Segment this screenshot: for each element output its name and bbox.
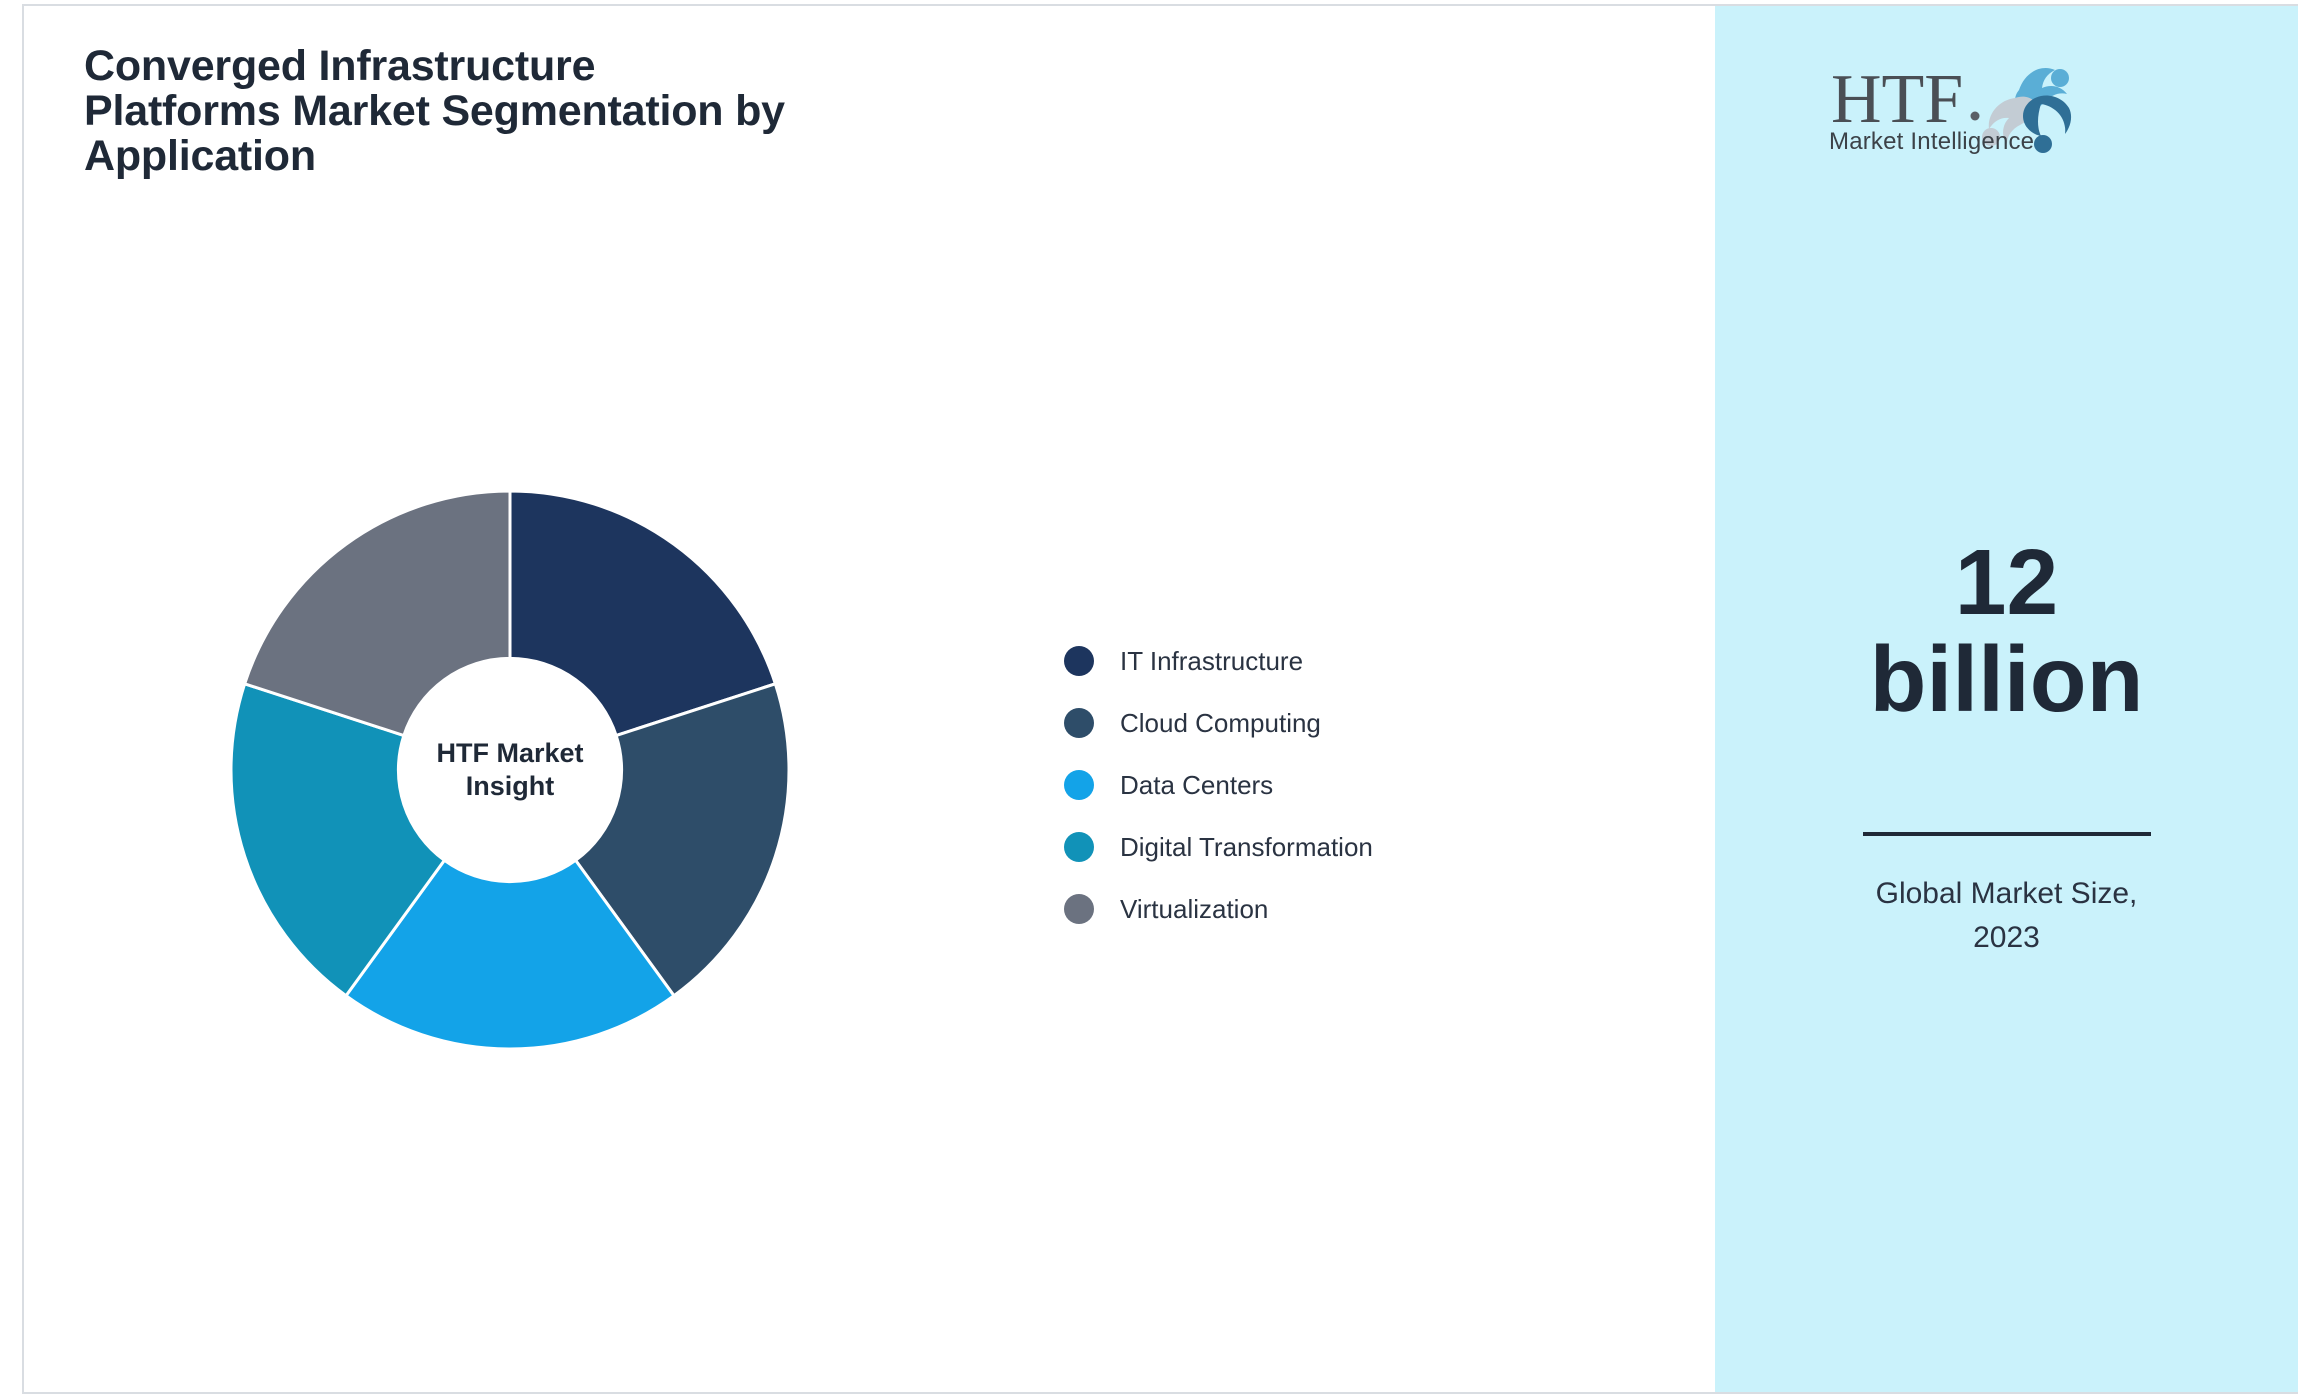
legend-swatch-icon <box>1064 646 1094 676</box>
donut-slice[interactable] <box>508 489 778 738</box>
chart-legend: IT Infrastructure Cloud Computing Data Cen… <box>1064 630 1534 940</box>
donut-slice[interactable] <box>242 489 512 738</box>
legend-item[interactable]: Cloud Computing <box>1064 692 1534 754</box>
market-size-divider <box>1863 832 2151 836</box>
legend-item-label: Digital Transformation <box>1120 831 1373 862</box>
donut-slice[interactable] <box>573 681 791 998</box>
donut-slice-group <box>229 489 791 1051</box>
legend-item-label: Data Centers <box>1120 769 1274 800</box>
legend-item[interactable]: Virtualization <box>1064 878 1534 940</box>
market-size-value: 12 billion <box>1869 530 2144 731</box>
side-panel: HTF Market Intelligence 12 billio <box>1715 6 2298 1392</box>
legend-item[interactable]: IT Infrastructure <box>1064 630 1534 692</box>
legend-item-label: IT Infrastructure <box>1120 645 1304 676</box>
market-size-caption: Global Market Size, 2023 <box>1875 877 2138 954</box>
legend-swatch-icon <box>1064 894 1094 924</box>
donut-slice[interactable] <box>229 681 447 998</box>
htf-logo-svg: HTF <box>1831 61 2072 153</box>
logo-dot-icon <box>1970 111 1980 121</box>
page-title: Converged Infrastructure Platforms Marke… <box>84 42 785 181</box>
main-panel: Converged Infrastructure Platforms Marke… <box>24 6 1714 1392</box>
legend-swatch-icon <box>1064 832 1094 862</box>
legend-item-label: Cloud Computing <box>1120 707 1321 738</box>
htf-wordmark-text: HTF <box>1831 61 1963 138</box>
donut-chart: HTF Market Insight <box>222 482 798 1058</box>
legend-swatch-icon <box>1064 770 1094 800</box>
donut-chart-svg <box>229 489 791 1051</box>
donut-slice[interactable] <box>343 858 677 1051</box>
legend-item[interactable]: Data Centers <box>1064 754 1534 816</box>
legend-item[interactable]: Digital Transformation <box>1064 816 1534 878</box>
legend-item-label: Virtualization <box>1120 893 1269 924</box>
three-figures-triskelion-icon <box>1982 68 2072 153</box>
htf-logo: HTF Market Intelligence <box>1823 54 2193 159</box>
htf-logo-tagline: Market Intelligence <box>1829 128 2035 155</box>
legend-swatch-icon <box>1064 708 1094 738</box>
